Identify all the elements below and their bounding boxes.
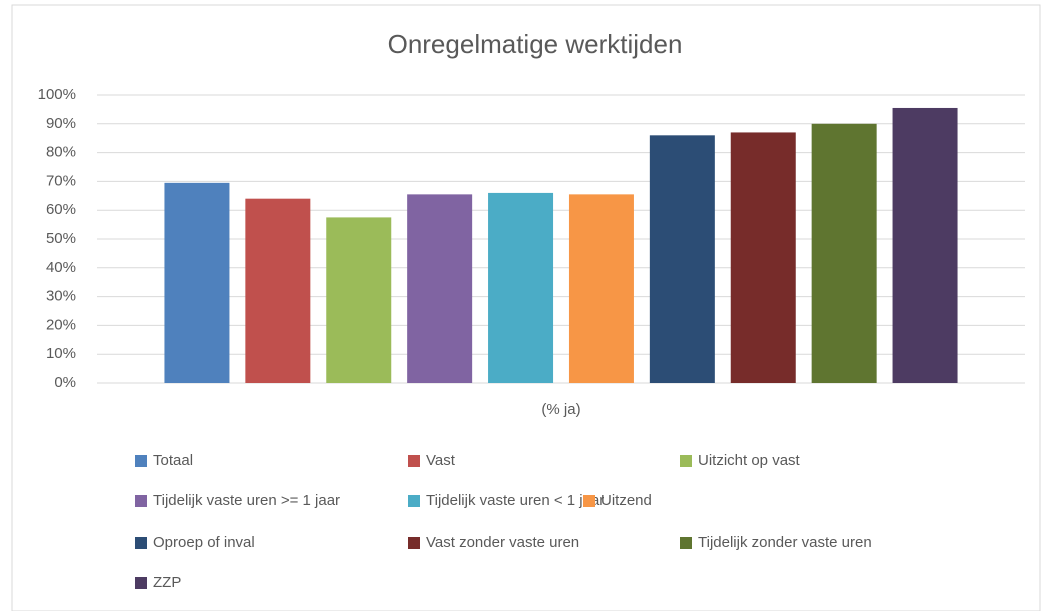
y-tick-label: 20% — [46, 316, 76, 333]
legend-label: Vast — [426, 452, 456, 469]
legend-label: Tijdelijk vaste uren < 1 jaar — [426, 492, 604, 509]
y-tick-label: 0% — [54, 374, 76, 391]
legend-swatch — [135, 495, 147, 507]
legend-swatch — [135, 577, 147, 589]
legend-label: Uitzend — [601, 492, 652, 509]
legend-label: Totaal — [153, 452, 193, 469]
legend-label: Uitzicht op vast — [698, 452, 801, 469]
legend-swatch — [135, 537, 147, 549]
y-tick-label: 70% — [46, 172, 76, 189]
legend-swatch — [135, 455, 147, 467]
bar — [568, 194, 634, 383]
bar — [892, 107, 958, 384]
y-tick-label: 100% — [38, 86, 76, 103]
bar — [488, 192, 554, 383]
legend-label: ZZP — [153, 574, 181, 591]
bar — [326, 217, 392, 383]
legend-swatch — [408, 495, 420, 507]
x-tick-label: (% ja) — [541, 401, 580, 418]
bar — [164, 182, 230, 383]
legend-label: Tijdelijk zonder vaste uren — [698, 534, 872, 551]
bar — [245, 198, 311, 383]
y-tick-label: 30% — [46, 288, 76, 305]
y-tick-label: 50% — [46, 230, 76, 247]
bar — [649, 135, 715, 383]
legend-swatch — [408, 455, 420, 467]
y-tick-label: 60% — [46, 201, 76, 218]
y-tick-label: 90% — [46, 115, 76, 132]
y-tick-label: 80% — [46, 144, 76, 161]
bar — [730, 132, 796, 383]
legend-label: Tijdelijk vaste uren >= 1 jaar — [153, 492, 340, 509]
legend-swatch — [680, 455, 692, 467]
y-tick-label: 40% — [46, 259, 76, 276]
legend-label: Oproep of inval — [153, 534, 255, 551]
bar — [407, 194, 473, 383]
legend-swatch — [583, 495, 595, 507]
legend-swatch — [680, 537, 692, 549]
bar — [811, 123, 877, 384]
legend-label: Vast zonder vaste uren — [426, 534, 579, 551]
legend-swatch — [408, 537, 420, 549]
chart-title: Onregelmatige werktijden — [388, 29, 683, 59]
y-tick-label: 10% — [46, 345, 76, 362]
